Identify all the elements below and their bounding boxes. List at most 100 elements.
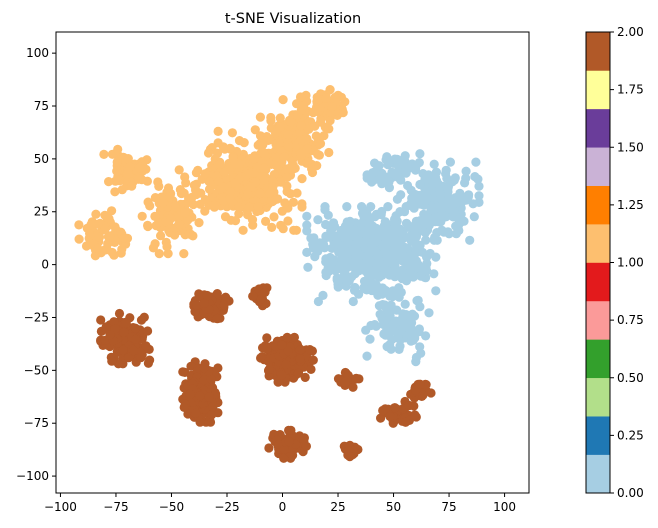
scatter-point [441, 168, 451, 179]
scatter-point [194, 218, 204, 228]
colorbar-tick-label: 0.50 [617, 371, 644, 385]
scatter-point [378, 405, 388, 416]
scatter-point [336, 92, 346, 102]
scatter-point [179, 188, 189, 198]
scatter-point [352, 238, 362, 249]
scatter-point [255, 188, 265, 199]
x-tick-label: −100 [44, 500, 77, 514]
scatter-point [292, 99, 302, 109]
scatter-point [279, 453, 289, 463]
scatter-point [199, 363, 209, 373]
scatter-point [433, 179, 443, 189]
scatter-point [253, 202, 263, 212]
scatter-point [234, 209, 244, 219]
scatter-point [180, 172, 190, 182]
scatter-point [415, 149, 425, 159]
scatter-point [474, 191, 484, 201]
scatter-point [103, 213, 113, 223]
scatter-point [421, 235, 431, 245]
scatter-point [130, 323, 141, 333]
scatter-point [429, 159, 439, 169]
scatter-point [407, 201, 418, 211]
scatter-point [238, 225, 248, 235]
scatter-point [278, 95, 288, 105]
scatter-point [394, 283, 404, 293]
scatter-point [219, 300, 229, 310]
colorbar-segment [586, 262, 610, 302]
scatter-point [392, 194, 402, 204]
scatter-point [107, 247, 117, 258]
scatter-point [247, 215, 258, 225]
scatter-point [437, 202, 447, 212]
y-tick-label: −100 [16, 469, 49, 483]
scatter-point [332, 275, 342, 285]
scatter-point [303, 262, 313, 272]
scatter-point [117, 244, 127, 254]
colorbar-segment [586, 32, 610, 71]
scatter-point [424, 308, 434, 318]
scatter-point [324, 147, 334, 158]
scatter-point [295, 354, 305, 364]
colorbar-segment [586, 339, 610, 379]
scatter-point [339, 241, 349, 251]
scatter-point [109, 317, 119, 327]
scatter-point [393, 159, 403, 169]
scatter-point [234, 202, 244, 212]
scatter-point [212, 314, 222, 324]
scatter-point [313, 246, 323, 256]
scatter-point [200, 206, 210, 216]
scatter-point [387, 268, 397, 279]
scatter-point [105, 231, 115, 241]
scatter-point [208, 402, 218, 412]
scatter-point [284, 141, 294, 151]
scatter-point [203, 148, 214, 158]
scatter-point [340, 377, 350, 387]
colorbar-segment [586, 300, 610, 340]
scatter-point [262, 333, 272, 343]
scatter-point [183, 215, 193, 225]
scatter-point [460, 178, 470, 188]
scatter-point [191, 168, 201, 178]
scatter-point [345, 452, 355, 462]
scatter-point [431, 286, 441, 296]
scatter-point [302, 247, 312, 257]
y-tick-label: 100 [26, 46, 49, 60]
scatter-point [403, 180, 413, 191]
x-tick-label: −50 [159, 500, 184, 514]
scatter-point [312, 105, 322, 115]
scatter-point [250, 125, 260, 135]
scatter-point [405, 268, 415, 278]
scatter-point [243, 189, 253, 199]
y-tick-label: 75 [34, 99, 49, 113]
scatter-point [461, 166, 471, 176]
scatter-points [74, 85, 484, 463]
scatter-point [298, 434, 309, 444]
scatter-point [377, 179, 387, 189]
scatter-point [429, 269, 439, 279]
scatter-point [366, 320, 376, 331]
scatter-point [137, 211, 147, 221]
scatter-point [207, 410, 217, 420]
scatter-point [276, 220, 286, 230]
scatter-point [259, 175, 269, 185]
scatter-point [143, 326, 153, 336]
scatter-point [383, 160, 393, 170]
scatter-point [361, 211, 371, 221]
scatter-point [313, 149, 323, 159]
scatter-point [118, 345, 128, 355]
scatter-point [362, 268, 373, 278]
scatter-point [362, 230, 372, 240]
scatter-point [338, 264, 348, 274]
scatter-point [327, 102, 337, 112]
scatter-point [397, 265, 407, 275]
chart-title: t-SNE Visualization [225, 11, 361, 27]
scatter-point [96, 315, 106, 325]
scatter-point [202, 290, 212, 301]
scatter-point [383, 251, 393, 261]
scatter-point [416, 271, 426, 281]
scatter-point [283, 130, 293, 140]
scatter-point [104, 177, 114, 187]
scatter-point [437, 225, 447, 235]
scatter-point [302, 144, 312, 154]
scatter-point [206, 374, 216, 384]
